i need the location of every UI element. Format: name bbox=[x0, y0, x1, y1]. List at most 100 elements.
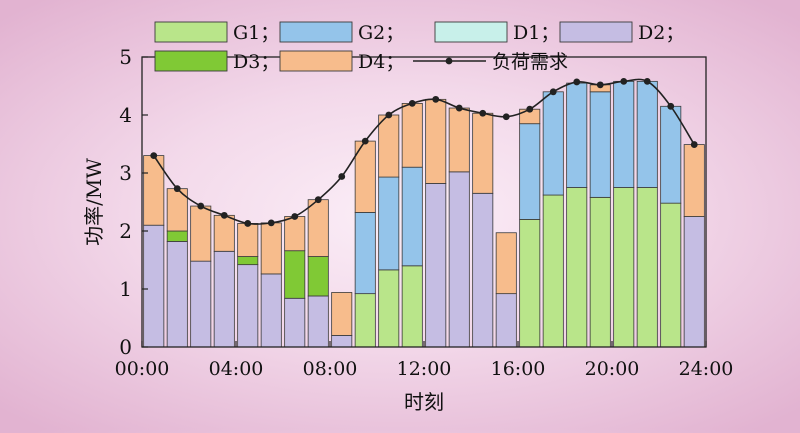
bar-g1-22 bbox=[636, 187, 658, 348]
demand-line bbox=[153, 78, 695, 225]
legend-label: D3； bbox=[233, 51, 279, 73]
bar-g1-17 bbox=[519, 218, 541, 348]
bar-g2-18 bbox=[542, 91, 564, 196]
x-tick-label: 16:00 bbox=[491, 358, 546, 380]
bar-d4-5 bbox=[237, 223, 259, 257]
x-axis-label: 时刻 bbox=[404, 390, 444, 414]
bar-g1-20 bbox=[589, 196, 611, 348]
demand-point-12 bbox=[408, 100, 416, 107]
demand-point-16 bbox=[502, 113, 510, 121]
x-tick-label: 04:00 bbox=[209, 358, 264, 380]
bar-d2-8 bbox=[307, 295, 329, 348]
bar-d2-4 bbox=[213, 250, 235, 348]
bar-d4-16 bbox=[495, 232, 517, 295]
bar-d2-6 bbox=[260, 273, 282, 348]
x-tick-label: 20:00 bbox=[585, 358, 640, 380]
demand-point-8 bbox=[314, 196, 322, 204]
demand-point-6 bbox=[267, 219, 275, 227]
bar-g2-22 bbox=[636, 80, 658, 188]
bar-d2-5 bbox=[237, 264, 259, 348]
bar-d2-16 bbox=[495, 293, 517, 348]
bar-d3-8 bbox=[307, 256, 329, 297]
bar-d4-11 bbox=[378, 114, 400, 178]
bar-d4-4 bbox=[213, 214, 235, 252]
bar-d4-24 bbox=[683, 144, 705, 217]
legend-label: D4； bbox=[358, 51, 404, 73]
bar-d4-8 bbox=[307, 199, 329, 257]
demand-point-18 bbox=[549, 88, 557, 96]
demand-point-14 bbox=[455, 104, 463, 112]
legend-swatch-5 bbox=[279, 50, 353, 72]
y-tick-label: 5 bbox=[119, 45, 132, 69]
legend-label: G2； bbox=[358, 22, 404, 44]
bar-d4-13 bbox=[425, 98, 447, 184]
legend-swatch-4 bbox=[154, 50, 228, 72]
bar-d2-24 bbox=[683, 216, 705, 348]
bar-g1-23 bbox=[660, 202, 682, 348]
bar-d4-7 bbox=[284, 216, 306, 252]
y-tick-label: 2 bbox=[119, 219, 132, 243]
demand-point-15 bbox=[479, 109, 487, 117]
bar-d2-7 bbox=[284, 297, 306, 348]
demand-point-5 bbox=[244, 220, 252, 227]
bar-g2-21 bbox=[613, 80, 635, 188]
demand-point-7 bbox=[291, 213, 299, 220]
demand-point-21 bbox=[620, 77, 628, 85]
bar-g1-19 bbox=[566, 187, 588, 348]
demand-point-24 bbox=[690, 141, 698, 148]
demand-point-10 bbox=[361, 137, 369, 145]
legend-swatch-2 bbox=[434, 21, 508, 43]
legend-demand-marker bbox=[445, 57, 453, 65]
legend-swatch-1 bbox=[279, 21, 353, 43]
bar-d2-3 bbox=[190, 260, 212, 348]
demand-point-3 bbox=[197, 202, 205, 210]
bar-g2-12 bbox=[401, 166, 423, 267]
x-tick-label: 00:00 bbox=[115, 358, 170, 380]
bar-g1-12 bbox=[401, 265, 423, 348]
bar-d2-2 bbox=[166, 241, 188, 348]
demand-point-1 bbox=[150, 152, 158, 160]
bar-g1-21 bbox=[613, 187, 635, 348]
legend-label: 负荷需求 bbox=[492, 51, 568, 73]
x-tick-label: 24:00 bbox=[679, 358, 734, 380]
demand-point-20 bbox=[596, 81, 604, 89]
bar-d4-14 bbox=[448, 107, 470, 173]
demand-point-22 bbox=[643, 77, 651, 85]
bar-g2-23 bbox=[660, 105, 682, 204]
bar-d3-2 bbox=[166, 230, 188, 242]
bar-g2-11 bbox=[378, 176, 400, 271]
y-tick-label: 1 bbox=[119, 277, 132, 301]
demand-point-23 bbox=[667, 102, 675, 110]
bar-d4-6 bbox=[260, 222, 282, 275]
y-tick-label: 0 bbox=[119, 335, 132, 359]
y-tick-label: 4 bbox=[119, 103, 132, 127]
legend-swatch-0 bbox=[154, 21, 228, 43]
demand-point-19 bbox=[573, 78, 581, 86]
bar-d3-5 bbox=[237, 256, 259, 266]
bar-g1-18 bbox=[542, 194, 564, 348]
y-tick-label: 3 bbox=[119, 161, 132, 185]
bar-d4-12 bbox=[401, 103, 423, 168]
bar-d3-7 bbox=[284, 250, 306, 299]
bar-g2-20 bbox=[589, 91, 611, 198]
legend-label: G1； bbox=[233, 22, 279, 44]
bar-g1-10 bbox=[354, 293, 376, 348]
bar-d2-9 bbox=[331, 334, 353, 348]
bar-g2-17 bbox=[519, 123, 541, 220]
demand-point-9 bbox=[338, 173, 346, 180]
demand-point-11 bbox=[385, 111, 393, 119]
bar-d4-9 bbox=[331, 292, 353, 336]
bar-d4-3 bbox=[190, 205, 212, 262]
demand-point-2 bbox=[173, 185, 181, 193]
bar-d2-14 bbox=[448, 171, 470, 348]
bar-d2-15 bbox=[472, 192, 494, 348]
bar-g1-11 bbox=[378, 269, 400, 348]
bar-g2-19 bbox=[566, 82, 588, 188]
x-tick-label: 08:00 bbox=[303, 358, 358, 380]
legend-label: D1； bbox=[513, 22, 559, 44]
bar-d2-1 bbox=[143, 224, 165, 348]
bar-g2-10 bbox=[354, 212, 376, 295]
demand-point-13 bbox=[432, 95, 440, 103]
